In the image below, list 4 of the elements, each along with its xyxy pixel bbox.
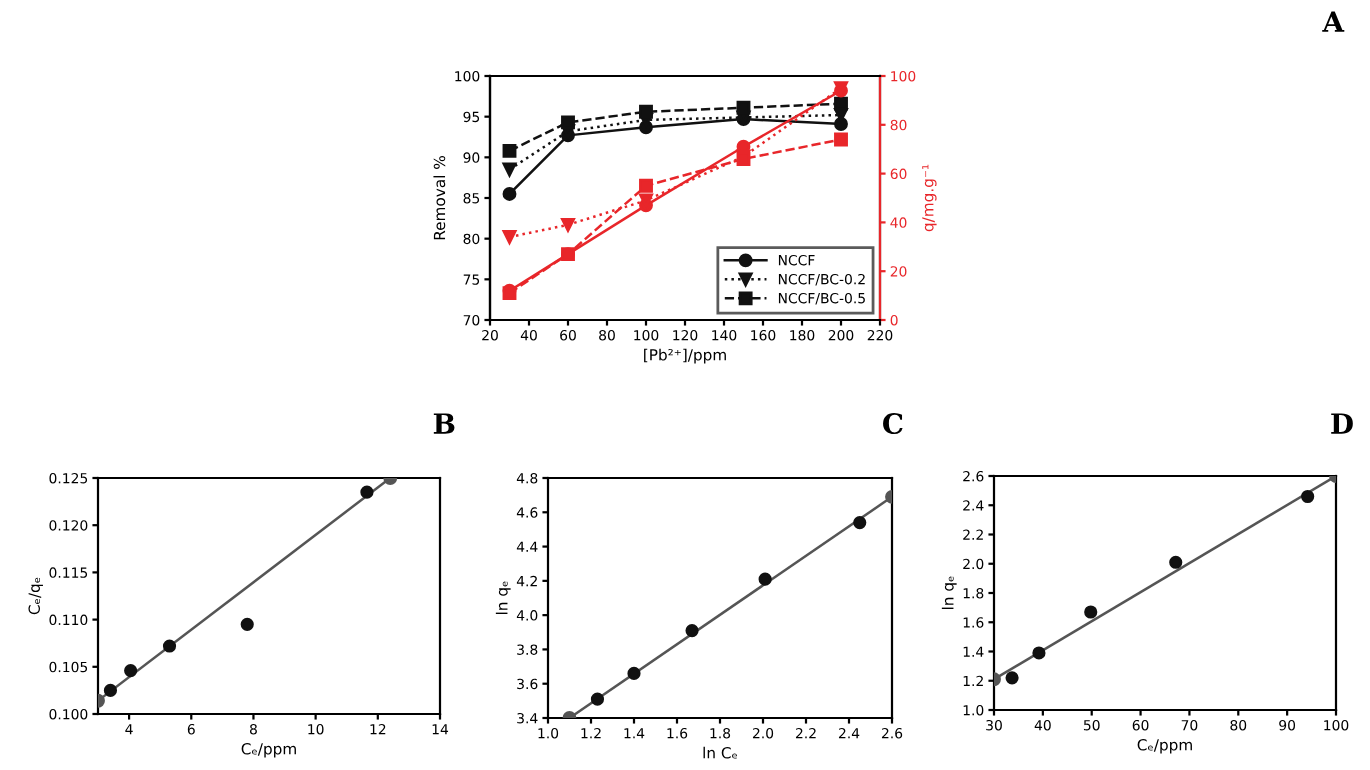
- text: D: [1331, 413, 1353, 434]
- text: B: [433, 413, 455, 434]
- text: C: [883, 413, 903, 435]
- text: A: [1322, 11, 1345, 32]
